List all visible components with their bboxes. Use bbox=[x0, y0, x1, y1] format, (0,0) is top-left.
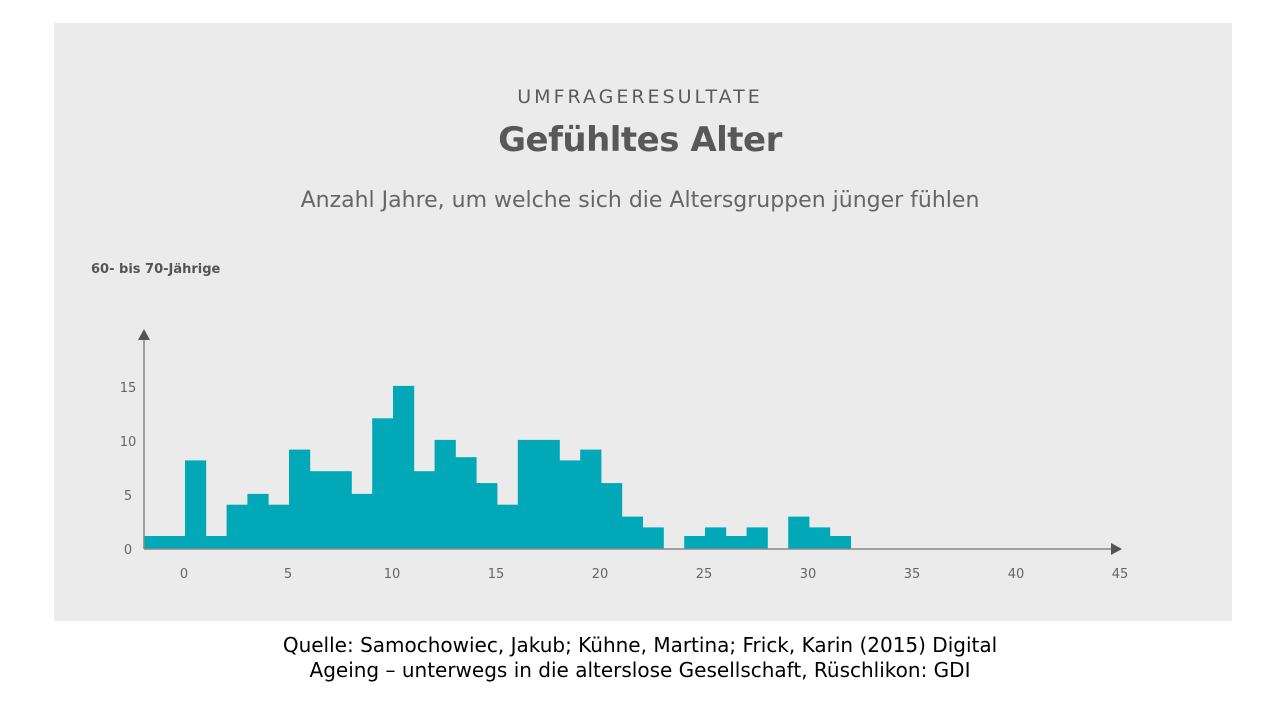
chart-title: Gefühltes Alter bbox=[498, 120, 782, 160]
y-tick-label: 0 bbox=[124, 543, 132, 558]
bar bbox=[601, 483, 623, 549]
bar bbox=[476, 483, 498, 549]
x-tick-label: 10 bbox=[384, 567, 401, 582]
bar bbox=[393, 385, 415, 549]
source-line-1: Quelle: Samochowiec, Jakub; Kühne, Marti… bbox=[282, 633, 998, 657]
bar bbox=[705, 527, 727, 549]
bar bbox=[788, 516, 810, 549]
x-tick-label: 45 bbox=[1112, 567, 1129, 582]
x-tick-label: 20 bbox=[592, 567, 609, 582]
bar bbox=[829, 536, 851, 549]
y-axis-arrow-icon bbox=[138, 329, 150, 340]
bar bbox=[309, 471, 331, 549]
bar bbox=[809, 527, 831, 549]
x-tick-label: 30 bbox=[800, 567, 817, 582]
bar bbox=[226, 504, 248, 549]
bar bbox=[684, 536, 706, 549]
y-axis-group-label: 60- bis 70-Jährige bbox=[91, 262, 221, 277]
source-line-2: Ageing – unterwegs in die alterslose Ges… bbox=[309, 658, 971, 682]
bar bbox=[289, 449, 311, 549]
bar bbox=[185, 460, 207, 549]
x-tick-label: 15 bbox=[488, 567, 505, 582]
x-tick-label: 35 bbox=[904, 567, 921, 582]
bar bbox=[621, 516, 643, 549]
bar bbox=[497, 504, 519, 549]
chart-kicker: UMFRAGERESULTATE bbox=[517, 86, 763, 108]
bar bbox=[247, 493, 269, 549]
bar bbox=[434, 439, 456, 549]
bar bbox=[413, 471, 435, 549]
x-tick-label: 0 bbox=[180, 567, 188, 582]
x-tick-label: 5 bbox=[284, 567, 292, 582]
bar bbox=[164, 536, 186, 549]
y-tick-label: 5 bbox=[124, 489, 132, 504]
bar bbox=[455, 457, 477, 549]
bar bbox=[580, 449, 602, 549]
bar bbox=[746, 527, 768, 549]
bar bbox=[642, 527, 664, 549]
bar bbox=[538, 439, 560, 549]
bar bbox=[330, 471, 352, 549]
x-tick-label: 40 bbox=[1008, 567, 1025, 582]
x-tick-label: 25 bbox=[696, 567, 713, 582]
bar bbox=[351, 493, 373, 549]
bar bbox=[268, 504, 290, 549]
x-axis-arrow-icon bbox=[1111, 543, 1122, 555]
y-tick-label: 10 bbox=[120, 435, 137, 450]
bar bbox=[559, 460, 581, 549]
bar bbox=[725, 536, 747, 549]
chart-subtitle: Anzahl Jahre, um welche sich die Altersg… bbox=[300, 188, 980, 213]
bar bbox=[372, 418, 394, 549]
bar bbox=[205, 536, 227, 549]
source-citation: Quelle: Samochowiec, Jakub; Kühne, Marti… bbox=[0, 633, 1280, 683]
bar bbox=[143, 536, 165, 549]
y-tick-label: 15 bbox=[120, 381, 137, 396]
bar bbox=[517, 439, 539, 549]
